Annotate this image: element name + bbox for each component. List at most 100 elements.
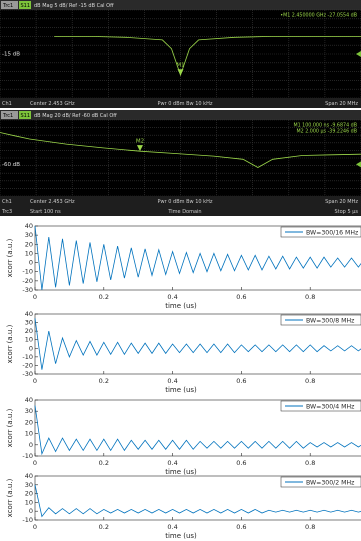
param-tab xyxy=(19,1,31,9)
legend-label: BW=300/8 MHz xyxy=(306,318,354,325)
y-tick-label: 30 xyxy=(25,231,33,239)
marker-readout: •M1 2.450000 GHz -27.0554 dB xyxy=(280,13,357,19)
x-tick-label: 0.8 xyxy=(305,523,315,531)
footer-text: Center 2.453 GHz xyxy=(30,101,75,107)
vna-footer xyxy=(0,98,361,108)
y-tick-label: -20 xyxy=(22,361,33,369)
x-tick-label: 0.2 xyxy=(99,459,109,467)
y-tick-label: 10 xyxy=(25,498,33,506)
tab-label: Trc1 xyxy=(2,113,13,119)
x-tick-label: 0 xyxy=(33,293,37,301)
y-tick-label: 40 xyxy=(25,472,33,480)
footer-text: Span 20 MHz xyxy=(325,199,358,205)
x-tick-label: 0.2 xyxy=(99,377,109,385)
legend-box xyxy=(280,226,361,238)
y-tick-label: 40 xyxy=(25,222,33,230)
y-tick-label: -10 xyxy=(22,452,33,460)
x-tick-label: 0.2 xyxy=(99,293,109,301)
legend-label: BW=300/4 MHz xyxy=(306,404,354,411)
x-axis-label: time (us) xyxy=(165,532,197,540)
x-tick-label: 0 xyxy=(33,377,37,385)
y-tick-label: 10 xyxy=(25,336,33,344)
tab xyxy=(1,111,18,119)
tab xyxy=(1,1,18,9)
footer-text: Time Domain xyxy=(167,209,201,215)
footer-text: Pwr 0 dBm Bw 10 kHz xyxy=(158,199,213,205)
y-axis-label: xcorr (a.u.) xyxy=(6,238,14,277)
footer-text: Start 100 ns xyxy=(30,209,61,215)
param-tab xyxy=(19,111,31,119)
y-tick-label: -10 xyxy=(22,353,33,361)
x-tick-label: 0.8 xyxy=(305,377,315,385)
x-tick-label: 0.6 xyxy=(236,459,246,467)
y-axis-label: xcorr (a.u.) xyxy=(6,478,14,517)
x-tick-label: 0.8 xyxy=(305,459,315,467)
param-label: S11 xyxy=(21,3,31,9)
tab-label: Trc1 xyxy=(2,3,13,9)
series-line xyxy=(34,318,361,370)
trace xyxy=(54,36,361,77)
y-tick-label: 20 xyxy=(25,490,33,498)
y-tick-label: -10 xyxy=(22,516,33,524)
vna-header-text: dB Mag 20 dB/ Ref -60 dB Cal Off xyxy=(34,113,117,119)
y-axis-label: xcorr (a.u.) xyxy=(6,408,14,447)
y-tick-label: -10 xyxy=(22,268,33,276)
footer-text: Ch1 xyxy=(2,101,12,107)
y-axis-label: xcorr (a.u.) xyxy=(6,324,14,363)
legend-label: BW=300/16 MHz xyxy=(306,230,358,237)
marker-readout: M2 2.000 µs -39.2246 dB xyxy=(297,129,357,135)
y-tick-label: 40 xyxy=(25,396,33,404)
y-tick-label: 0 xyxy=(29,259,33,267)
x-axis-label: time (us) xyxy=(165,468,197,476)
x-tick-label: 0.2 xyxy=(99,523,109,531)
y-tick-label: 0 xyxy=(29,441,33,449)
legend-label: BW=300/2 MHz xyxy=(306,480,354,487)
legend-box xyxy=(280,314,361,326)
marker-readout: M1 100.000 ns -9.6874 dB xyxy=(293,123,357,129)
x-axis-label: time (us) xyxy=(165,302,197,310)
y-tick-label: 20 xyxy=(25,418,33,426)
y-tick-label: -30 xyxy=(22,286,33,294)
marker xyxy=(177,69,184,76)
x-tick-label: 0.4 xyxy=(167,377,177,385)
footer-text: Span 20 MHz xyxy=(325,101,358,107)
marker-label: M2 xyxy=(136,139,144,145)
y-tick-label: 30 xyxy=(25,319,33,327)
y-tick-label: 30 xyxy=(25,407,33,415)
y-tick-label: -20 xyxy=(22,277,33,285)
y-tick-label: -30 xyxy=(22,370,33,378)
trace xyxy=(0,132,361,168)
legend-box xyxy=(280,400,361,412)
legend-box xyxy=(280,476,361,488)
vna-footer xyxy=(0,206,361,216)
vna-header-text: dB Mag 5 dB/ Ref -15 dB Cal Off xyxy=(34,3,114,9)
footer-text: Ch1 xyxy=(2,199,12,205)
y-tick-label: 20 xyxy=(25,327,33,335)
vna-footer xyxy=(0,196,361,206)
vna-header xyxy=(0,0,361,10)
y-tick-label: 0 xyxy=(29,344,33,352)
series-line xyxy=(34,405,361,456)
param-label: S11 xyxy=(21,113,31,119)
y-tick-label: 40 xyxy=(25,310,33,318)
y-tick-label: 0 xyxy=(29,507,33,515)
y-tick-label: 20 xyxy=(25,240,33,248)
ref-label: -60 dB xyxy=(2,162,20,168)
footer-text: Pwr 0 dBm Bw 10 kHz xyxy=(158,101,213,107)
x-axis-label: time (us) xyxy=(165,386,197,394)
x-tick-label: 0.4 xyxy=(167,523,177,531)
x-tick-label: 0.6 xyxy=(236,523,246,531)
ref-label: -15 dB xyxy=(2,52,20,58)
x-tick-label: 0 xyxy=(33,459,37,467)
x-tick-label: 0.4 xyxy=(167,459,177,467)
footer-text: Trc3 xyxy=(1,209,12,215)
series-line xyxy=(34,225,361,291)
series-line xyxy=(34,484,361,518)
marker xyxy=(136,145,143,152)
footer-text: Center 2.453 GHz xyxy=(30,199,75,205)
footer-text: Stop 5 µs xyxy=(334,209,358,215)
ref-arrow xyxy=(356,161,361,168)
x-tick-label: 0.8 xyxy=(305,293,315,301)
